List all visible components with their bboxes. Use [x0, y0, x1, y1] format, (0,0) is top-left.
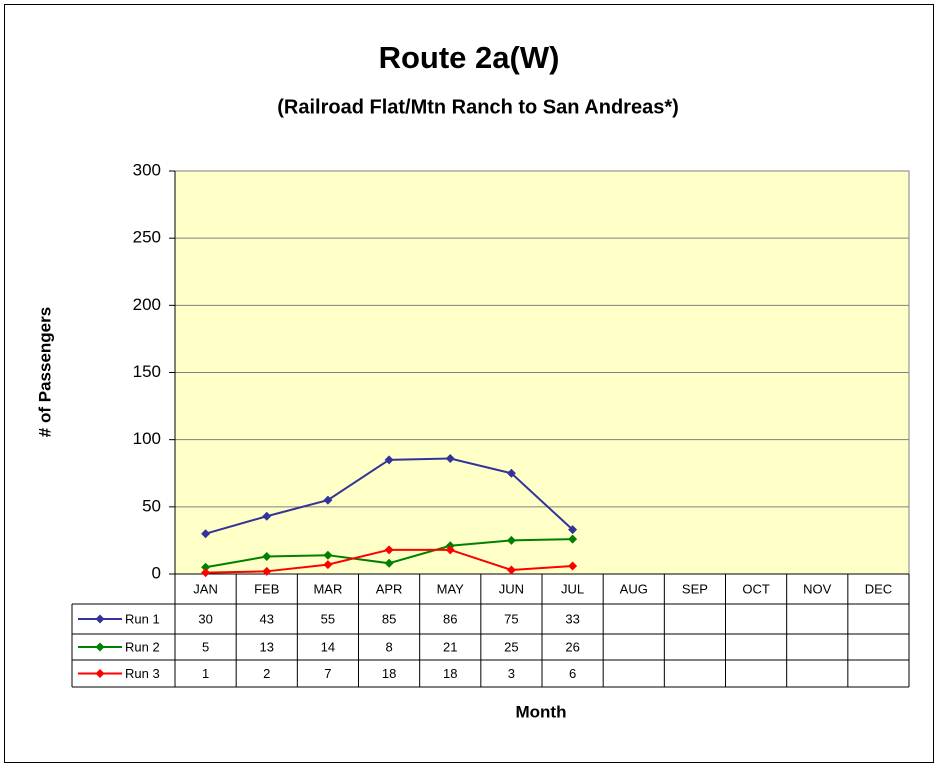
table-value: 21 — [443, 639, 457, 654]
y-tick-label: 150 — [133, 362, 161, 381]
table-value: 5 — [202, 639, 209, 654]
x-axis-label: Month — [516, 702, 567, 721]
table-value: 14 — [321, 639, 335, 654]
marker — [568, 534, 578, 544]
marker — [506, 535, 516, 545]
y-tick-label: 100 — [133, 429, 161, 448]
table-value: 43 — [260, 611, 274, 626]
table-value: 13 — [260, 639, 274, 654]
marker — [568, 525, 578, 535]
legend-label: Run 3 — [125, 666, 160, 681]
table-value: 1 — [202, 666, 209, 681]
marker — [506, 468, 516, 478]
marker — [323, 495, 333, 505]
marker — [445, 545, 455, 555]
marker — [201, 529, 211, 539]
y-tick-label: 250 — [133, 228, 161, 247]
marker — [384, 558, 394, 568]
y-tick-label: 200 — [133, 295, 161, 314]
x-tick-label: JUL — [561, 581, 584, 596]
x-tick-label: JUN — [499, 581, 524, 596]
x-tick-label: FEB — [254, 581, 279, 596]
marker — [201, 568, 211, 578]
table-value: 25 — [504, 639, 518, 654]
marker — [323, 560, 333, 570]
legend-label: Run 1 — [125, 611, 160, 626]
table-value: 8 — [385, 639, 392, 654]
table-value: 85 — [382, 611, 396, 626]
marker — [384, 455, 394, 465]
marker — [262, 511, 272, 521]
table-value: 30 — [198, 611, 212, 626]
marker — [445, 453, 455, 463]
table-value: 75 — [504, 611, 518, 626]
table-value: 18 — [443, 666, 457, 681]
table-value: 55 — [321, 611, 335, 626]
x-tick-label: MAY — [437, 581, 465, 596]
chart-title: Route 2a(W) — [379, 40, 560, 75]
legend-label: Run 2 — [125, 639, 160, 654]
marker — [568, 561, 578, 571]
x-tick-label: OCT — [742, 581, 770, 596]
table-value: 18 — [382, 666, 396, 681]
table-value: 2 — [263, 666, 270, 681]
y-tick-label: 50 — [142, 496, 161, 515]
table-value: 26 — [565, 639, 579, 654]
marker — [323, 550, 333, 560]
y-tick-label: 300 — [133, 160, 161, 179]
table-value: 3 — [508, 666, 515, 681]
legend-marker — [95, 614, 105, 624]
marker — [384, 545, 394, 555]
y-axis-label: # of Passengers — [35, 307, 54, 437]
x-tick-label: DEC — [865, 581, 892, 596]
legend-marker — [95, 669, 105, 678]
x-tick-label: AUG — [620, 581, 648, 596]
legend-marker — [95, 642, 105, 652]
table-value: 33 — [565, 611, 579, 626]
marker — [506, 565, 516, 575]
table-value: 86 — [443, 611, 457, 626]
x-tick-label: NOV — [803, 581, 832, 596]
x-tick-label: JAN — [193, 581, 218, 596]
table-value: 7 — [324, 666, 331, 681]
table-value: 6 — [569, 666, 576, 681]
y-tick-label: 0 — [152, 563, 161, 582]
chart-subtitle: (Railroad Flat/Mtn Ranch to San Andreas*… — [277, 96, 679, 118]
x-tick-label: MAR — [313, 581, 342, 596]
marker — [262, 566, 272, 576]
x-tick-label: SEP — [682, 581, 708, 596]
x-tick-label: APR — [376, 581, 403, 596]
marker — [201, 562, 211, 572]
marker — [262, 552, 272, 562]
